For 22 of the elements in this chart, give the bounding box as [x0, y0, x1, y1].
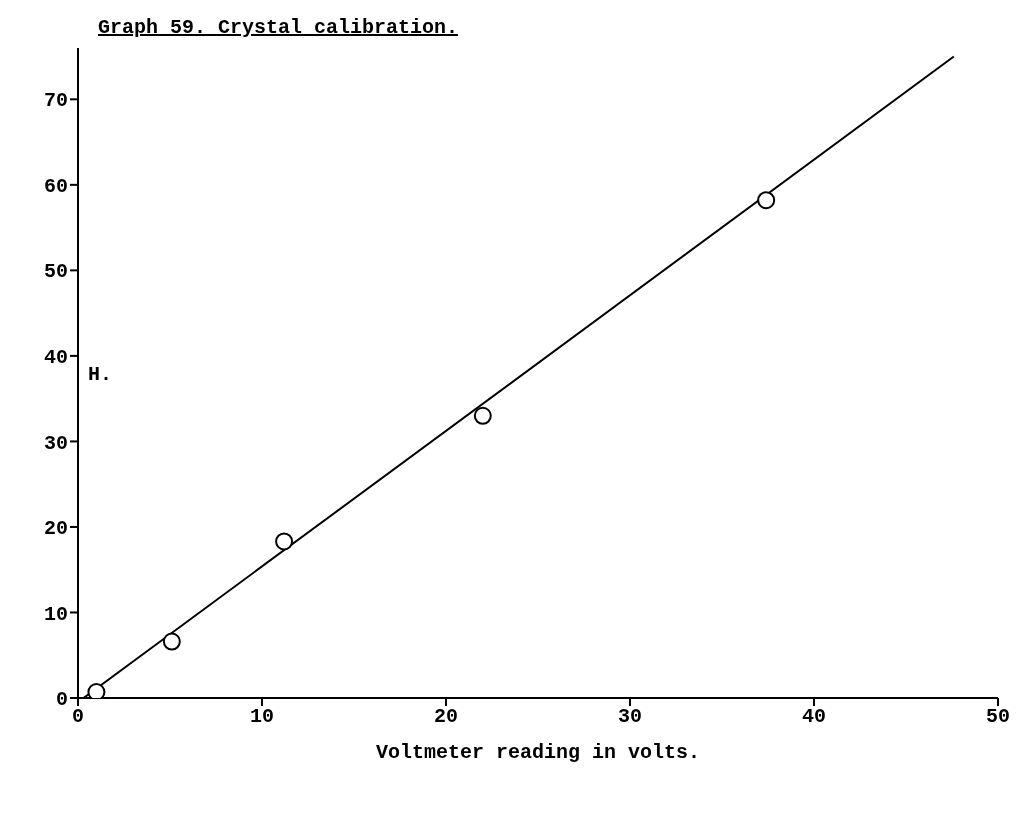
- y-tick-label: 0: [55, 688, 68, 712]
- point: [162, 632, 181, 651]
- y-tick-label: 30: [43, 431, 68, 455]
- x-tick-label: 40: [801, 705, 827, 729]
- point: [87, 683, 106, 698]
- y-tick-label: 60: [43, 174, 68, 198]
- point: [275, 532, 294, 551]
- x-axis-title: Voltmeter reading in volts.: [375, 741, 701, 764]
- chart-title: Graph 59. Crystal calibration.: [98, 16, 459, 39]
- y-axis-title: H.: [88, 363, 113, 387]
- x-tick-label: 10: [249, 705, 275, 729]
- y-tick-label: 40: [43, 345, 68, 369]
- y-tick-label: 10: [43, 602, 68, 626]
- x-tick-label: 30: [617, 705, 643, 729]
- x-tick-label: 0: [71, 705, 85, 729]
- y-tick-label: 50: [43, 260, 68, 284]
- y-tick-label: 70: [43, 89, 68, 113]
- x-tick-label: 20: [433, 705, 459, 729]
- x-tick-label: 50: [985, 705, 1011, 729]
- point: [757, 191, 776, 210]
- point: [473, 406, 492, 425]
- y-tick-label: 20: [43, 517, 68, 541]
